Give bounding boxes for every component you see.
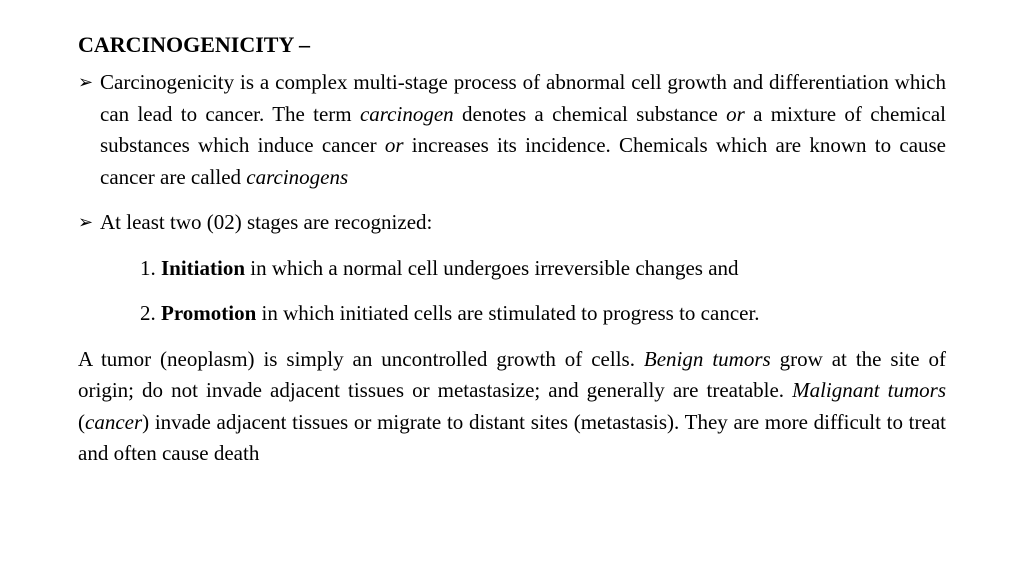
numbered-item: 2. Promotion in which initiated cells ar… <box>140 298 946 330</box>
item-number: 2. <box>140 301 161 325</box>
bullet-text: Carcinogenicity is a complex multi-stage… <box>100 67 946 193</box>
document-title: CARCINOGENICITY – <box>78 28 946 61</box>
item-text: Promotion in which initiated cells are s… <box>161 301 760 325</box>
body-paragraph: A tumor (neoplasm) is simply an uncontro… <box>78 344 946 470</box>
bullet-marker: ➢ <box>78 67 100 193</box>
item-text: Initiation in which a normal cell underg… <box>161 256 739 280</box>
numbered-list: 1. Initiation in which a normal cell und… <box>140 253 946 330</box>
bullet-text: At least two (02) stages are recognized: <box>100 207 946 239</box>
bullet-item: ➢ Carcinogenicity is a complex multi-sta… <box>78 67 946 193</box>
bullet-marker: ➢ <box>78 207 100 239</box>
item-number: 1. <box>140 256 161 280</box>
bullet-item: ➢ At least two (02) stages are recognize… <box>78 207 946 239</box>
numbered-item: 1. Initiation in which a normal cell und… <box>140 253 946 285</box>
